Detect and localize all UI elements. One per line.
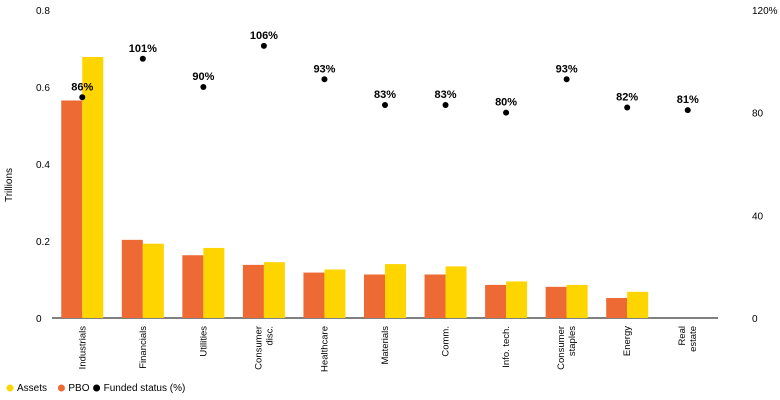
right-tick-label: 120% bbox=[752, 6, 778, 17]
funded-status-point bbox=[79, 94, 86, 101]
bar-pbo bbox=[485, 284, 507, 318]
funded-status-point bbox=[260, 42, 267, 49]
funded-status-label: 93% bbox=[556, 63, 578, 75]
legend-label: PBO bbox=[68, 383, 89, 394]
legend-label: Assets bbox=[17, 383, 47, 394]
funded-status-point bbox=[503, 109, 510, 116]
bar-assets bbox=[506, 281, 528, 318]
category-label: Consumer bbox=[556, 326, 567, 370]
funded-status-label: 83% bbox=[435, 89, 457, 101]
bar-assets bbox=[566, 284, 588, 318]
bar-pbo bbox=[61, 100, 83, 318]
category-label: Real bbox=[677, 326, 688, 346]
funded-status-point bbox=[442, 101, 449, 108]
right-tick-label: 0 bbox=[752, 314, 758, 325]
bar-assets bbox=[142, 243, 164, 318]
funded-status-point bbox=[624, 104, 631, 111]
funded-status-label: 106% bbox=[250, 30, 278, 42]
left-tick-label: 0.8 bbox=[36, 6, 50, 17]
bar-pbo bbox=[182, 255, 204, 318]
bar-pbo bbox=[242, 264, 264, 318]
bar-pbo bbox=[303, 272, 325, 318]
funded-status-point bbox=[382, 101, 388, 108]
category-label: estate bbox=[688, 326, 699, 352]
funded-status-point bbox=[200, 84, 207, 90]
left-tick-label: 0.2 bbox=[36, 237, 50, 248]
right-tick-label: 80 bbox=[752, 109, 764, 120]
category-label: Industrials bbox=[77, 326, 88, 370]
funded-status-label: 86% bbox=[71, 81, 93, 93]
bar-pbo bbox=[545, 286, 567, 318]
category-label: Healthcare bbox=[319, 326, 330, 372]
category-label: Energy bbox=[622, 326, 633, 356]
category-label: Comm. bbox=[441, 326, 452, 357]
funded-status-label: 101% bbox=[129, 43, 157, 55]
category-label: disc. bbox=[264, 326, 275, 346]
funded-status-point bbox=[139, 55, 146, 62]
legend-label: Funded status (%) bbox=[104, 383, 186, 394]
legend-marker bbox=[93, 384, 101, 392]
bar-assets bbox=[627, 291, 649, 318]
legend-marker bbox=[6, 384, 14, 392]
bar-pbo bbox=[424, 274, 446, 318]
bar-pbo bbox=[121, 239, 143, 318]
funded-status-label: 81% bbox=[677, 94, 699, 106]
funded-status-point bbox=[684, 107, 691, 114]
funded-status-label: 83% bbox=[374, 89, 396, 101]
bar-pbo bbox=[364, 274, 385, 318]
legend-marker bbox=[57, 384, 65, 392]
left-tick-label: 0.4 bbox=[36, 160, 50, 171]
funded-status-label: 90% bbox=[192, 71, 214, 83]
bar-assets bbox=[385, 264, 406, 318]
left-tick-label: 0 bbox=[36, 314, 42, 325]
category-label: Info. tech. bbox=[501, 326, 512, 368]
funded-status-label: 93% bbox=[313, 63, 335, 75]
bar-pbo bbox=[606, 297, 628, 318]
y-axis-label: Trillions bbox=[4, 168, 15, 202]
category-label: Utilities bbox=[198, 326, 209, 357]
bar-assets bbox=[203, 247, 225, 318]
funded-status-label: 82% bbox=[616, 92, 638, 104]
funded-status-point bbox=[321, 76, 328, 83]
category-label: staples bbox=[567, 326, 578, 356]
bar-assets bbox=[263, 262, 285, 318]
category-label: Financials bbox=[138, 326, 149, 369]
funded-status-label: 80% bbox=[495, 97, 517, 109]
category-label: Materials bbox=[380, 326, 391, 365]
bar-assets bbox=[82, 56, 104, 318]
left-tick-label: 0.6 bbox=[36, 83, 50, 94]
right-tick-label: 40 bbox=[752, 211, 764, 222]
bar-assets bbox=[445, 266, 467, 318]
category-label: Consumer bbox=[253, 326, 264, 370]
funded-status-point bbox=[563, 76, 570, 83]
bar-assets bbox=[324, 269, 346, 318]
